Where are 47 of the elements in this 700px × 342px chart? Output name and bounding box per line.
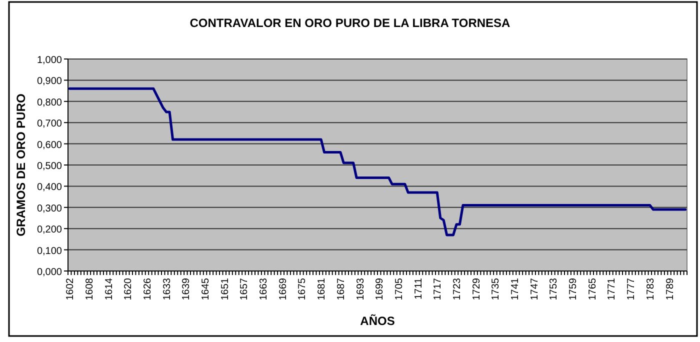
x-tick-label: 1675 bbox=[297, 278, 308, 300]
x-tick-label: 1765 bbox=[587, 278, 598, 300]
x-tick-label: 1723 bbox=[452, 278, 463, 300]
x-tick-label: 1639 bbox=[181, 278, 192, 300]
y-tick-label: 0,600 bbox=[36, 140, 62, 151]
x-tick-label: 1789 bbox=[664, 278, 676, 300]
x-tick-label: 1602 bbox=[65, 278, 76, 300]
x-tick-label: 1657 bbox=[239, 278, 250, 300]
y-tick-label: 0,900 bbox=[36, 76, 62, 88]
x-tick-label: 1663 bbox=[258, 278, 270, 300]
x-tick-label: 1783 bbox=[645, 278, 656, 300]
x-tick-label: 1747 bbox=[529, 278, 540, 300]
x-tick-label: 1711 bbox=[413, 278, 424, 300]
x-tick-label: 1651 bbox=[220, 278, 231, 300]
y-tick-label: 0,200 bbox=[36, 224, 62, 236]
x-tick-label: 1753 bbox=[548, 278, 560, 300]
x-tick-label: 1705 bbox=[394, 278, 405, 300]
x-tick-label: 1771 bbox=[606, 278, 618, 300]
x-tick-label: 1777 bbox=[626, 278, 638, 300]
line-series bbox=[68, 87, 687, 236]
x-tick-label: 1729 bbox=[471, 278, 482, 300]
x-tick-label: 1693 bbox=[355, 278, 366, 300]
y-tick-label: 1,000 bbox=[36, 55, 62, 66]
x-tick-label: 1669 bbox=[278, 278, 289, 300]
x-tick-label: 1645 bbox=[200, 278, 212, 300]
x-tick-label: 1681 bbox=[316, 278, 328, 300]
x-tick-label: 1633 bbox=[162, 278, 173, 300]
x-tick-label: 1741 bbox=[510, 278, 522, 300]
y-axis-title: GRAMOS DE ORO PURO bbox=[14, 94, 28, 236]
x-tick-label: 1687 bbox=[336, 278, 347, 300]
x-tick-label: 1699 bbox=[374, 278, 386, 300]
y-tick-label: 0,300 bbox=[36, 203, 62, 214]
x-tick-label: 1626 bbox=[142, 278, 154, 300]
x-tick-label: 1620 bbox=[123, 278, 134, 300]
y-tick-label: 0,800 bbox=[36, 97, 62, 108]
x-tick-label: 1759 bbox=[568, 278, 580, 300]
y-tick-label: 0,400 bbox=[36, 182, 62, 194]
x-tick-label: 1735 bbox=[490, 278, 502, 300]
y-tick-label: 0,500 bbox=[36, 161, 62, 172]
chart-title: CONTRAVALOR EN ORO PURO DE LA LIBRA TORNESA bbox=[190, 16, 511, 30]
y-tick-label: 0,000 bbox=[36, 267, 62, 278]
x-tick-label: 1608 bbox=[84, 278, 96, 300]
x-axis-title: AÑOS bbox=[360, 314, 395, 328]
x-tick-label: 1717 bbox=[432, 278, 444, 300]
y-tick-label: 0,700 bbox=[36, 118, 62, 130]
y-tick-label: 0,100 bbox=[36, 246, 62, 257]
x-tick-label: 1614 bbox=[104, 278, 115, 300]
